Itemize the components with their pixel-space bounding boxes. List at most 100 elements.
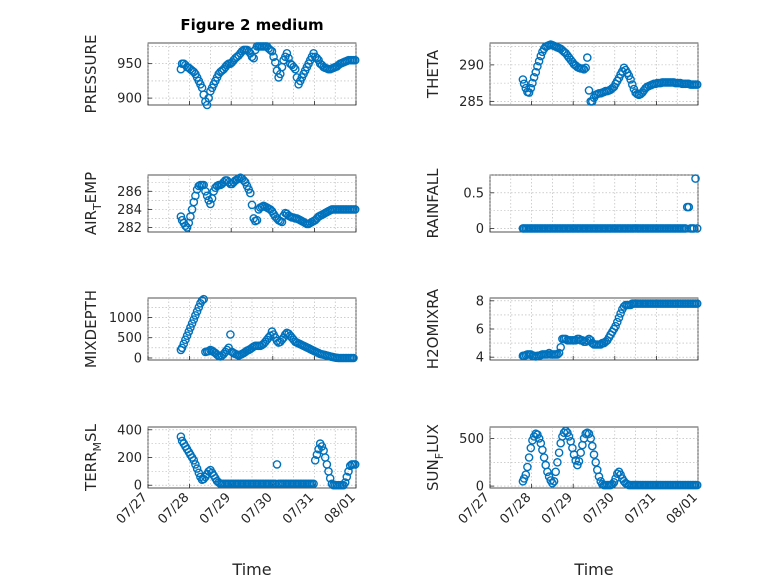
series-markers [176,173,360,232]
data-point [564,432,574,441]
y-axis-label: RAINFALL [424,168,442,239]
series-markers [176,42,360,110]
y-tick-label: 0 [476,222,484,237]
x-tick-label: 07/27 [456,490,493,527]
data-point [272,460,282,469]
data-point [289,62,298,72]
data-point [613,317,622,327]
data-point [350,55,360,65]
data-point [191,460,200,469]
x-tick-label: 07/30 [239,490,276,527]
data-point [533,62,542,71]
data-point [194,468,204,478]
x-tick-label: 07/31 [280,490,317,527]
data-point [179,339,189,349]
data-point [548,478,557,488]
data-point [536,51,546,61]
data-point [226,330,235,339]
y-axis-label: AIRTEMP [82,172,104,235]
data-point [247,52,257,62]
data-point [549,476,559,486]
data-point [689,224,699,233]
x-tick-label: 07/30 [581,490,618,527]
subplot-mixdepth: 0 500 1000 MIXDEPTH [82,290,358,368]
data-point [282,49,292,58]
y-tick-label: 4 [476,351,484,366]
data-point [524,88,534,97]
subplot-pressure: 900 950 PRESSURE Figure 2 medium [82,16,360,113]
data-point [538,445,547,455]
data-point [176,432,186,442]
x-tick-label: 07/29 [539,490,576,527]
data-point [551,467,561,477]
subplot-air-temp: 282 284 286 AIRTEMP [82,172,360,236]
data-point [519,79,529,89]
series-markers [176,432,360,490]
data-point [325,473,335,483]
y-axis-label: SUNFLUX [424,424,446,491]
data-point [309,479,318,489]
y-tick-label: 282 [117,221,142,236]
data-point [553,350,562,359]
data-point [616,309,625,318]
data-point [206,199,215,209]
y-tick-label: 284 [117,203,142,218]
data-point [526,443,536,453]
data-point [574,456,584,466]
data-point [247,200,257,210]
data-point [267,47,277,56]
y-tick-label: 500 [459,432,484,447]
y-tick-label: 400 [117,423,142,438]
data-point [626,75,635,84]
data-point [310,455,320,465]
data-point [350,205,360,214]
data-point [197,296,207,305]
x-axis-label: Time [573,560,613,579]
data-point [692,480,702,490]
series-markers [176,294,358,363]
data-point [692,80,702,89]
y-tick-label: 1000 [109,311,142,326]
data-point [191,311,200,320]
data-point [317,442,327,451]
data-point [611,321,620,331]
data-point [245,188,255,198]
y-tick-label: 950 [117,57,142,72]
data-point [280,330,290,339]
data-point [524,453,534,462]
data-point [526,83,536,93]
data-point [588,441,597,451]
data-point [581,63,591,73]
data-point [528,78,537,88]
data-point [589,450,599,459]
subplot-rainfall: 0 0.5 RAINFALL [424,168,702,239]
subplot-theta: 285 290 THETA [424,40,702,110]
data-point [584,86,594,95]
x-tick-label: 08/01 [664,490,701,527]
x-tick-label: 07/31 [622,490,659,527]
data-point [591,457,601,467]
series-markers [518,299,702,361]
y-tick-label: 0 [134,479,142,494]
series-markers [518,426,702,490]
data-point [272,336,282,346]
data-point [181,335,190,345]
data-point [189,455,199,465]
y-tick-label: 285 [459,95,484,110]
y-tick-label: 286 [117,185,142,200]
data-point [554,348,564,358]
data-point [579,65,589,74]
data-point [628,80,637,89]
data-point [521,470,531,480]
data-point [534,434,544,443]
y-axis-label: MIXDEPTH [82,290,100,368]
y-tick-label: 290 [459,58,484,73]
data-point [290,64,300,74]
y-tick-label: 0 [134,351,142,366]
series-markers [518,40,702,106]
data-point [186,323,195,332]
data-point [265,45,275,55]
data-point [543,467,552,477]
y-tick-label: 200 [117,451,142,466]
data-point [539,453,549,462]
